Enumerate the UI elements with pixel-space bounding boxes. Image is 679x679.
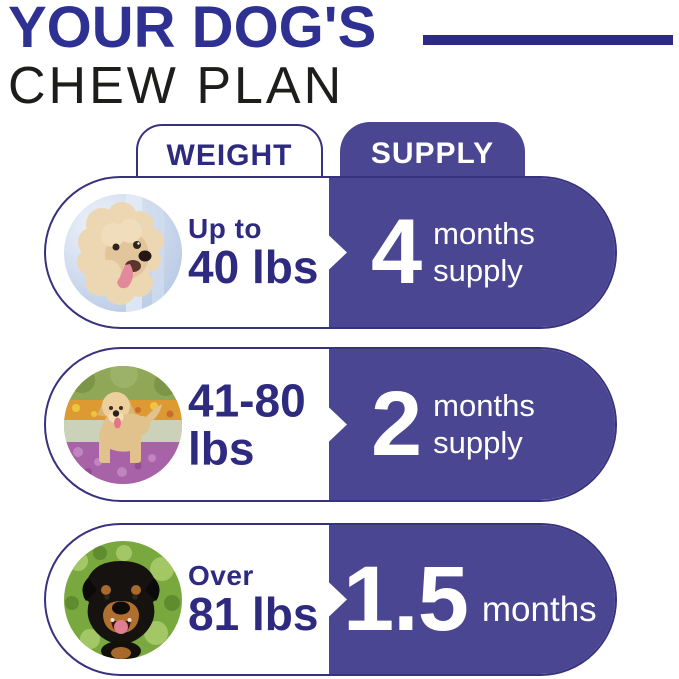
- supply-unit: months: [481, 589, 597, 629]
- supply-unit: months supply: [433, 215, 535, 288]
- golden-retriever-photo: [64, 365, 182, 484]
- weight-prefix: Over: [188, 559, 254, 591]
- weight-text: Up to 40 lbs: [188, 213, 318, 291]
- supply-amount: 1.5: [343, 548, 469, 651]
- page-title-accent: YOUR DOG'S: [8, 0, 377, 60]
- weight-text: Over 81 lbs: [188, 560, 318, 638]
- title-underline-divider: [423, 35, 673, 45]
- weight-value: 40 lbs: [188, 240, 319, 293]
- chew-plan-row-small-dog: Up to 40 lbs 4 months supply: [44, 176, 617, 329]
- weight-prefix: Up to: [188, 212, 263, 244]
- supply-panel: 2 months supply: [328, 349, 615, 500]
- weight-value: 41-80: [188, 373, 306, 426]
- rottweiler-photo: [64, 540, 182, 659]
- chew-plan-row-large-dog: Over 81 lbs 1.5 months: [44, 523, 617, 676]
- supply-amount: 4: [371, 201, 422, 304]
- supply-amount: 2: [371, 373, 422, 476]
- chew-plan-row-medium-dog: 41-80 lbs 2 months supply: [44, 347, 617, 502]
- supply-panel: 4 months supply: [328, 178, 615, 327]
- cream-poodle-photo: [64, 193, 182, 312]
- supply-unit: months supply: [433, 387, 535, 460]
- supply-panel: 1.5 months: [328, 525, 615, 674]
- weight-value: 81 lbs: [188, 587, 319, 640]
- page-title-rest: CHEW PLAN: [8, 57, 345, 115]
- divider-chevron-icon: [328, 406, 347, 443]
- weight-unit: lbs: [188, 422, 255, 475]
- weight-text: 41-80 lbs: [188, 373, 306, 475]
- divider-chevron-icon: [328, 234, 347, 271]
